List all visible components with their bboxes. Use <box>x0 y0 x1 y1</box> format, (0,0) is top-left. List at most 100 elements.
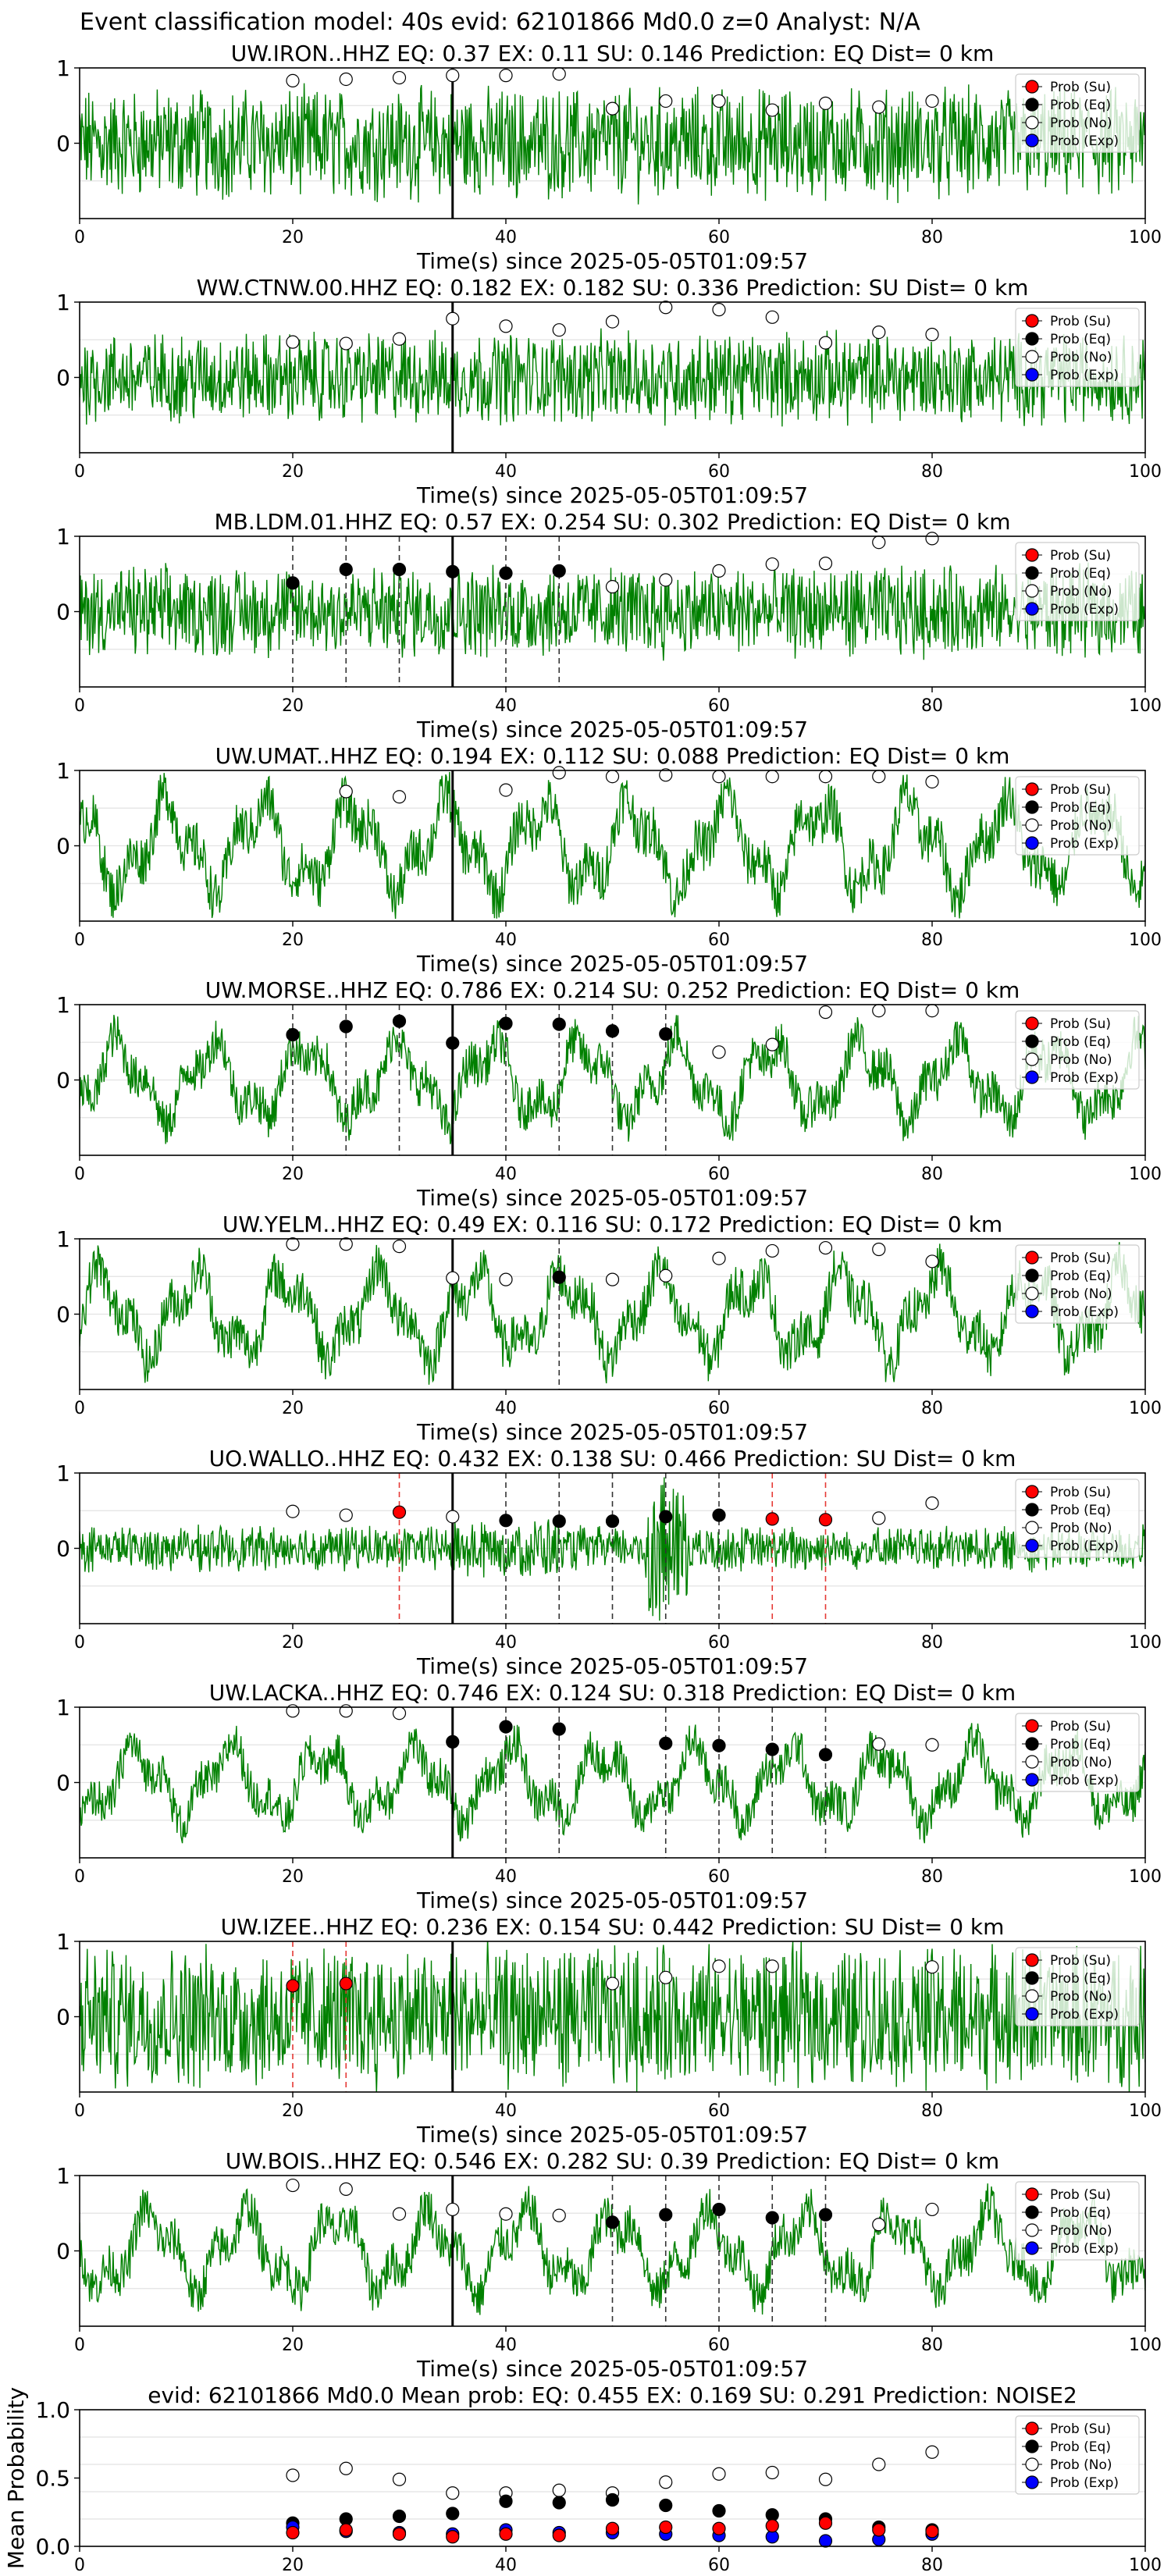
legend-label: Prob (Su) <box>1050 2421 1111 2437</box>
y-tick-label: 0 <box>56 2005 70 2030</box>
prob-point-no <box>872 1004 886 1018</box>
prob-point-eq <box>659 2208 673 2222</box>
legend-marker-eq <box>1025 332 1039 346</box>
y-tick-label: 1 <box>56 1929 70 1955</box>
panel-title: evid: 62101866 Md0.0 Mean prob: EQ: 0.45… <box>148 2382 1077 2408</box>
legend-label: Prob (Eq) <box>1050 1971 1111 1987</box>
mean-prob-point-no <box>659 2475 673 2489</box>
prob-point-no <box>286 1237 300 1251</box>
prob-point-no <box>818 96 833 110</box>
legend-marker-su <box>1025 314 1039 328</box>
x-tick-label: 60 <box>708 2336 730 2355</box>
prob-point-no <box>925 1004 939 1018</box>
x-tick-label: 60 <box>708 2101 730 2121</box>
panel-5: UW.MORSE..HHZ EQ: 0.786 EX: 0.214 SU: 0.… <box>56 977 1162 1211</box>
y-tick-label: 0 <box>56 2239 70 2265</box>
y-tick-label: 1 <box>56 1461 70 1486</box>
prob-point-no <box>765 1037 779 1051</box>
prob-point-su <box>339 1976 353 1991</box>
x-tick-label: 40 <box>495 1399 517 1418</box>
mean-prob-point-eq <box>552 2496 566 2510</box>
y-tick-label: 0 <box>56 1068 70 1094</box>
x-axis-label: Time(s) since 2025-05-05T01:09:57 <box>416 717 808 742</box>
legend-label: Prob (Eq) <box>1050 800 1111 816</box>
panel-title: UW.YELM..HHZ EQ: 0.49 EX: 0.116 SU: 0.17… <box>222 1212 1002 1237</box>
legend-marker-eq <box>1025 2439 1039 2453</box>
legend-box <box>1015 2181 1140 2261</box>
prob-point-eq <box>286 576 300 590</box>
legend-label: Prob (No) <box>1050 1755 1112 1770</box>
mean-prob-point-eq <box>712 2503 726 2518</box>
legend-marker-no <box>1025 2457 1039 2471</box>
prob-point-no <box>659 1970 673 1984</box>
mean-prob-point-su <box>339 2523 353 2537</box>
prob-point-no <box>872 770 886 784</box>
prob-point-eq <box>392 1014 407 1028</box>
x-tick-label: 0 <box>74 696 85 716</box>
x-tick-label: 100 <box>1129 930 1162 950</box>
prob-point-no <box>872 1242 886 1257</box>
prob-point-no <box>392 1706 407 1720</box>
legend-marker-exp <box>1025 2241 1039 2255</box>
prob-point-eq <box>339 562 353 577</box>
prob-point-no <box>339 785 353 799</box>
legend-marker-exp <box>1025 2475 1039 2489</box>
legend-marker-exp <box>1025 1539 1039 1553</box>
legend-box <box>1015 1713 1140 1792</box>
prob-point-no <box>446 311 460 326</box>
prob-point-no <box>712 94 726 109</box>
prob-point-no <box>765 1244 779 1258</box>
prob-point-no <box>446 2202 460 2217</box>
x-tick-label: 80 <box>921 1633 943 1653</box>
mean-prob-point-no <box>286 2468 300 2482</box>
x-tick-label: 80 <box>921 462 943 482</box>
prob-point-no <box>605 315 620 329</box>
legend-label: Prob (Su) <box>1050 80 1111 95</box>
mean-prob-point-no <box>392 2472 407 2486</box>
x-tick-label: 60 <box>708 1399 730 1418</box>
prob-point-eq <box>499 1720 513 1734</box>
prob-point-no <box>712 303 726 317</box>
prob-point-no <box>286 2178 300 2193</box>
prob-point-no <box>339 1508 353 1522</box>
y-tick-label: 1 <box>56 758 70 784</box>
prob-point-eq <box>552 1017 566 1031</box>
x-tick-label: 0 <box>74 228 85 247</box>
x-axis-label: Time(s) since 2025-05-05T01:09:57 <box>416 2356 808 2382</box>
prob-point-no <box>339 72 353 87</box>
x-tick-label: 60 <box>708 2556 730 2575</box>
mean-prob-point-no <box>712 2467 726 2481</box>
panel-4: UW.UMAT..HHZ EQ: 0.194 EX: 0.112 SU: 0.0… <box>56 743 1162 977</box>
legend-marker-su <box>1025 1251 1039 1265</box>
prob-point-no <box>605 1272 620 1286</box>
prob-point-no <box>925 1738 939 1752</box>
y-tick-label: 1 <box>56 992 70 1018</box>
prob-point-no <box>659 768 673 782</box>
prob-point-eq <box>605 1514 620 1528</box>
x-tick-label: 0 <box>74 930 85 950</box>
panel-title: UW.IZEE..HHZ EQ: 0.236 EX: 0.154 SU: 0.4… <box>221 1914 1005 1940</box>
panel-2: WW.CTNW.00.HHZ EQ: 0.182 EX: 0.182 SU: 0… <box>56 275 1162 508</box>
legend-label: Prob (Eq) <box>1050 1034 1111 1050</box>
x-tick-label: 60 <box>708 696 730 716</box>
mean-prob-point-no <box>446 2486 460 2500</box>
prob-point-no <box>446 69 460 83</box>
x-tick-label: 40 <box>495 696 517 716</box>
legend-label: Prob (Eq) <box>1050 566 1111 582</box>
prob-point-no <box>499 69 513 83</box>
x-tick-label: 20 <box>282 1165 304 1184</box>
x-tick-label: 0 <box>74 1867 85 1887</box>
prob-point-no <box>925 94 939 109</box>
prob-point-no <box>765 1959 779 1973</box>
legend-label: Prob (Eq) <box>1050 2205 1111 2221</box>
x-tick-label: 40 <box>495 228 517 247</box>
waveform-trace <box>80 1941 1145 2092</box>
legend-marker-eq <box>1025 1737 1039 1751</box>
x-tick-label: 100 <box>1129 1867 1162 1887</box>
prob-point-eq <box>818 2208 833 2222</box>
y-tick-label: 1 <box>56 2163 70 2189</box>
legend-label: Prob (No) <box>1050 350 1112 365</box>
prob-point-no <box>872 535 886 550</box>
legend-box <box>1015 73 1140 153</box>
